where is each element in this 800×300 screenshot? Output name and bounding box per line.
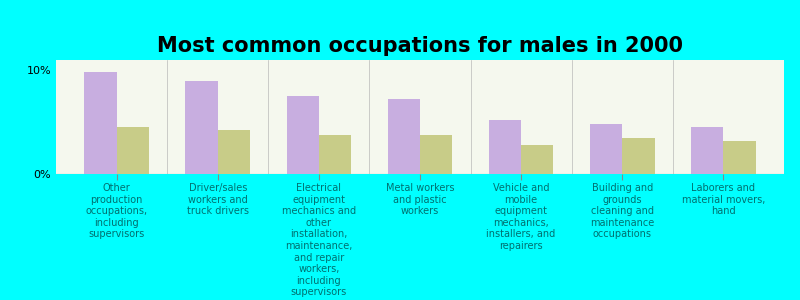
Bar xyxy=(186,81,218,174)
Text: Building and
grounds
cleaning and
maintenance
occupations: Building and grounds cleaning and mainte… xyxy=(590,183,654,239)
Text: Laborers and
material movers,
hand: Laborers and material movers, hand xyxy=(682,183,765,216)
Text: Electrical
equipment
mechanics and
other
installation,
maintenance,
and repair
w: Electrical equipment mechanics and other… xyxy=(282,183,356,297)
Bar xyxy=(286,96,319,174)
Bar xyxy=(723,141,756,174)
Text: Driver/sales
workers and
truck drivers: Driver/sales workers and truck drivers xyxy=(186,183,249,216)
Text: Metal workers
and plastic
workers: Metal workers and plastic workers xyxy=(386,183,454,216)
Bar xyxy=(218,130,250,174)
Bar xyxy=(117,128,149,174)
Bar xyxy=(84,72,117,174)
Bar xyxy=(622,138,654,174)
Bar xyxy=(319,135,351,174)
Title: Most common occupations for males in 2000: Most common occupations for males in 200… xyxy=(157,36,683,56)
Bar xyxy=(691,128,723,174)
Bar xyxy=(590,124,622,174)
Bar xyxy=(420,135,452,174)
Bar xyxy=(489,120,521,174)
Text: Vehicle and
mobile
equipment
mechanics,
installers, and
repairers: Vehicle and mobile equipment mechanics, … xyxy=(486,183,556,251)
Bar xyxy=(521,145,554,174)
Text: Other
production
occupations,
including
supervisors: Other production occupations, including … xyxy=(86,183,148,239)
Bar xyxy=(388,99,420,174)
